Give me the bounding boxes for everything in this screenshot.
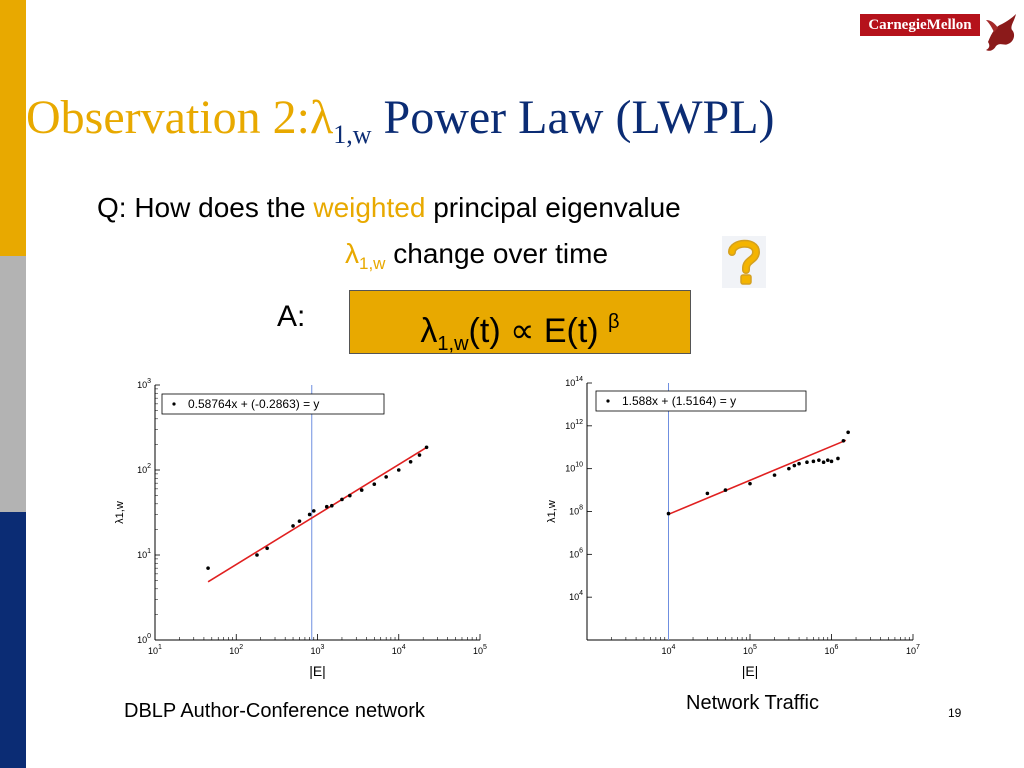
data-point: [417, 453, 422, 457]
x-tick-label: 107: [906, 644, 920, 656]
fit-line: [668, 439, 847, 516]
data-point: [348, 493, 352, 498]
y-tick-label: 108: [569, 505, 583, 517]
y-tick-label: 102: [137, 463, 151, 475]
sidebar-orange-band: [0, 0, 26, 256]
formula-lambda: λ: [420, 312, 438, 350]
x-tick-label: 101: [148, 644, 162, 656]
formula-body: (t) ∝ E(t): [468, 312, 609, 350]
x-tick-label: 105: [473, 644, 487, 656]
data-point: [817, 458, 821, 462]
data-point: [384, 475, 388, 479]
x-tick-label: 103: [311, 644, 325, 656]
page-number: 19: [948, 706, 962, 720]
x-tick-label: 104: [392, 644, 406, 656]
sidebar-stripe: [0, 0, 26, 768]
data-point: [772, 473, 777, 477]
y-axis-label: λ1,w: [546, 500, 558, 523]
legend-box: [161, 393, 385, 415]
cmu-logo: CarnegieMellon: [860, 12, 1020, 56]
title-prefix: Observation 2:: [26, 91, 310, 144]
data-point: [825, 458, 830, 462]
data-point: [255, 553, 259, 557]
title-lambda-subscript: 1,w: [333, 120, 372, 149]
data-point: [821, 460, 826, 465]
data-point: [829, 459, 834, 464]
data-point: [265, 546, 269, 551]
data-point: [797, 461, 801, 466]
question-weighted: weighted: [313, 192, 426, 223]
question-mark-icon: [722, 236, 766, 288]
data-point: [748, 481, 752, 486]
data-point: [836, 456, 840, 461]
caption-dblp: DBLP Author-Conference network: [124, 700, 425, 722]
cmu-logo-text: CarnegieMellon: [860, 14, 980, 36]
data-point: [666, 511, 671, 516]
data-point: [330, 503, 334, 508]
legend-text: 0.58764x + (-0.2863) = y: [188, 397, 319, 411]
y-tick-label: 103: [137, 378, 151, 390]
sidebar-navy-band: [0, 512, 26, 768]
data-point: [408, 459, 413, 464]
data-point: [206, 566, 210, 570]
formula-subscript: 1,w: [437, 333, 469, 355]
chart-network-traffic: 104 105 106 107 104 106 108 1010 1012 1014 1.588x …: [546, 376, 920, 679]
title-lambda: λ: [309, 91, 334, 144]
data-point: [372, 482, 377, 487]
slide-title: Observation 2:λ1,w Power Law (LWPL): [26, 86, 1024, 167]
legend-box: [595, 390, 807, 412]
question-part-3: change over time: [385, 238, 609, 269]
data-point: [297, 519, 302, 523]
x-tick-label: 106: [825, 644, 839, 656]
x-axis-label: |E|: [742, 663, 759, 679]
data-point: [291, 524, 295, 528]
legend-marker: [606, 399, 610, 403]
legend-text: 1.588x + (1.5164) = y: [622, 394, 736, 408]
formula-exponent: β: [608, 311, 620, 333]
data-point: [811, 459, 816, 464]
y-tick-label: 1012: [565, 419, 583, 431]
sidebar-gray-band: [0, 256, 26, 512]
data-point: [792, 463, 797, 468]
fit-line: [207, 446, 427, 583]
data-point: [846, 430, 850, 435]
formula-box: λ1,w(t) ∝ E(t) β: [349, 290, 691, 355]
x-tick-label: 104: [662, 644, 676, 656]
title-suffix: Power Law (LWPL): [371, 91, 775, 144]
caption-network-traffic: Network Traffic: [686, 692, 819, 714]
data-point: [340, 497, 344, 502]
y-tick-label: 104: [569, 590, 583, 602]
question-part-2: principal eigenvalue: [425, 192, 681, 223]
griffin-icon: [986, 14, 1016, 51]
data-point: [311, 509, 316, 513]
question-lambda-subscript: 1,w: [359, 254, 386, 273]
y-tick-label: 106: [569, 547, 583, 559]
question-lambda: λ: [345, 238, 359, 269]
legend-marker: [172, 402, 176, 406]
answer-label: A:: [277, 300, 306, 333]
y-axis-label: λ1,w: [114, 501, 126, 524]
data-point: [705, 491, 710, 496]
data-point: [396, 468, 401, 472]
question-line-2: λ1,w change over time: [345, 238, 608, 274]
data-point: [787, 466, 791, 471]
data-point: [324, 504, 329, 509]
x-axis-label: |E|: [309, 663, 326, 679]
question-line-1: Q: How does the weighted principal eigen…: [97, 192, 681, 224]
data-point: [805, 460, 809, 465]
data-point: [359, 488, 364, 492]
data-point: [841, 439, 846, 443]
question-part-1: Q: How does the: [97, 192, 314, 223]
y-tick-label: 1010: [565, 462, 583, 474]
data-point: [424, 445, 429, 450]
data-point: [723, 488, 728, 492]
y-tick-label: 1014: [565, 376, 583, 388]
data-point: [307, 512, 312, 517]
y-tick-label: 100: [137, 633, 151, 645]
x-tick-label: 102: [229, 644, 243, 656]
x-tick-label: 105: [743, 644, 757, 656]
y-tick-label: 101: [137, 548, 151, 560]
